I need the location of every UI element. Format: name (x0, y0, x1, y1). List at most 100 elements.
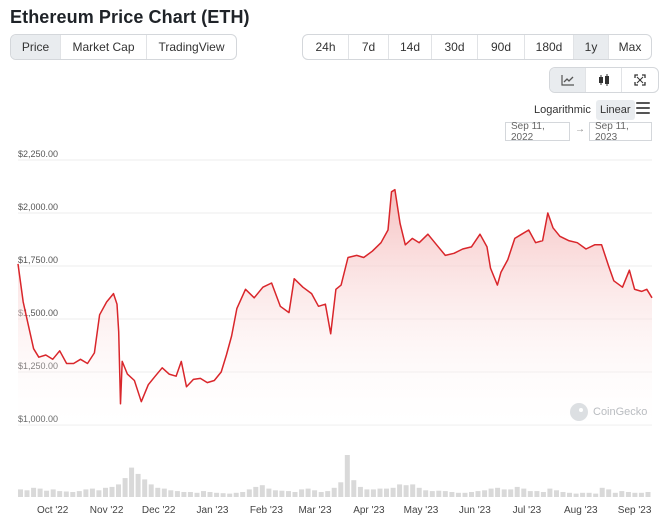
line-chart-button[interactable] (550, 68, 586, 92)
volume-bar (547, 488, 553, 497)
volume-bar (370, 489, 376, 497)
x-tick-label: Oct '22 (37, 505, 69, 516)
fullscreen-button[interactable] (622, 68, 658, 92)
hamburger-menu-icon[interactable] (636, 102, 650, 114)
volume-bar (508, 489, 514, 497)
volume-bars (18, 455, 651, 497)
range-180d[interactable]: 180d (525, 35, 574, 59)
line-chart-icon (560, 75, 574, 86)
scale-logarithmic[interactable]: Logarithmic (534, 104, 591, 116)
volume-bar (338, 482, 344, 497)
volume-bar (351, 480, 357, 497)
volume-bar (31, 487, 37, 497)
volume-bar (50, 489, 56, 497)
volume-bar (554, 490, 559, 497)
x-tick-label: Mar '23 (298, 505, 331, 516)
view-tab-group: Price Market Cap TradingView (10, 34, 237, 60)
volume-bar (286, 491, 291, 497)
volume-bar (76, 491, 82, 497)
volume-bar (155, 487, 161, 497)
x-tick-label: Nov '22 (90, 505, 124, 516)
volume-bar (403, 485, 409, 497)
volume-bar (501, 489, 507, 497)
volume-bar (103, 487, 108, 497)
volume-bar (599, 487, 605, 497)
candlestick-icon (598, 74, 609, 86)
volume-bar (240, 492, 246, 497)
volume-bar (567, 492, 572, 497)
volume-bar (325, 491, 331, 497)
volume-bar (187, 492, 193, 497)
volume-bar (390, 487, 396, 497)
volume-bar (469, 492, 474, 497)
volume-bar (194, 492, 200, 497)
volume-bar (142, 479, 148, 497)
volume-bar (63, 491, 69, 497)
volume-bar (253, 486, 259, 497)
volume-bar (573, 493, 579, 497)
volume-bar (462, 492, 468, 497)
volume-bar (233, 492, 239, 497)
volume-bar (645, 492, 651, 497)
volume-bar (207, 492, 213, 497)
range-90d[interactable]: 90d (478, 35, 525, 59)
volume-bar (18, 489, 23, 497)
y-tick-label: $1,750.00 (18, 255, 58, 265)
volume-bar (586, 492, 592, 497)
range-14d[interactable]: 14d (389, 35, 432, 59)
candlestick-button[interactable] (586, 68, 622, 92)
volume-bar (266, 488, 272, 497)
x-tick-label: Dec '22 (142, 505, 176, 516)
range-7d[interactable]: 7d (349, 35, 389, 59)
coingecko-logo-icon (570, 403, 588, 421)
volume-bar (534, 491, 540, 497)
tab-tradingview[interactable]: TradingView (158, 40, 225, 54)
volume-bar (122, 478, 128, 497)
volume-bar (312, 490, 318, 497)
x-tick-label: Feb '23 (250, 505, 283, 516)
volume-bar (220, 493, 226, 497)
range-max[interactable]: Max (618, 40, 642, 54)
volume-bar (129, 467, 135, 497)
volume-bar (96, 490, 102, 497)
volume-bar (593, 493, 599, 497)
volume-bar (305, 488, 311, 497)
scale-linear[interactable]: Linear (596, 100, 635, 120)
volume-bar (482, 490, 488, 497)
range-1y[interactable]: 1y (574, 35, 609, 59)
volume-bar (161, 488, 167, 497)
tab-price[interactable]: Price (11, 35, 61, 59)
volume-bar (168, 490, 174, 497)
x-tick-label: Aug '23 (564, 505, 598, 516)
volume-bar (201, 491, 206, 497)
volume-bar (514, 486, 520, 497)
volume-bar (475, 491, 481, 497)
date-to-input[interactable]: Sep 11, 2023 (589, 121, 652, 143)
volume-bar (429, 491, 435, 497)
x-tick-label: Jul '23 (513, 505, 542, 516)
coingecko-watermark: CoinGecko (570, 403, 647, 421)
volume-bar (148, 484, 154, 497)
volume-bar (455, 492, 461, 497)
volume-bar (331, 487, 337, 497)
volume-bar (397, 484, 403, 497)
range-30d[interactable]: 30d (432, 35, 478, 59)
date-from-input[interactable]: Sep 11, 2022 (505, 121, 570, 143)
volume-bar (612, 492, 618, 497)
range-24h[interactable]: 24h (303, 35, 349, 59)
tab-market-cap[interactable]: Market Cap (61, 35, 147, 59)
x-tick-label: Jun '23 (459, 505, 491, 516)
volume-bar (174, 491, 180, 497)
volume-bar (70, 492, 76, 497)
volume-bar (259, 485, 265, 497)
chart-tool-group (549, 67, 659, 93)
volume-bar (37, 488, 43, 497)
watermark-text: CoinGecko (593, 406, 648, 418)
volume-bar (580, 492, 586, 497)
volume-bar (135, 473, 141, 497)
volume-bar (344, 455, 350, 497)
volume-bar (638, 492, 644, 497)
x-tick-label: Sep '23 (618, 505, 652, 516)
volume-bar (632, 492, 638, 497)
